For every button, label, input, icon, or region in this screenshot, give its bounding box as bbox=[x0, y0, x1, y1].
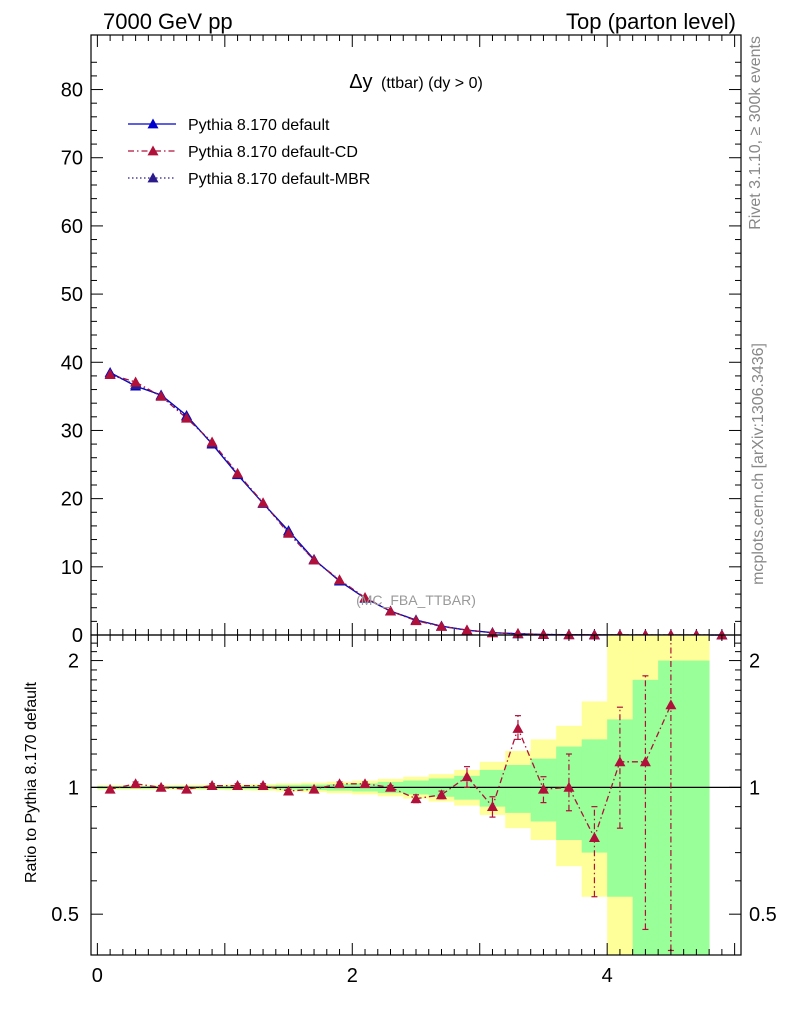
marker-series-2 bbox=[410, 615, 422, 626]
marker-series-2 bbox=[461, 624, 473, 635]
ratio-y-tick-label-right: 0.5 bbox=[749, 904, 777, 926]
y-tick-label: 10 bbox=[61, 557, 83, 579]
marker-series-2 bbox=[283, 527, 295, 538]
ratio-marker-cd bbox=[283, 785, 295, 796]
ratio-marker-cd bbox=[410, 793, 422, 804]
ratio-marker-cd bbox=[435, 789, 447, 800]
y-tick-label: 70 bbox=[61, 148, 83, 170]
ratio-line-cd bbox=[109, 704, 672, 840]
ratio-y-tick-label: 2 bbox=[68, 651, 79, 673]
ratio-x-tick-label: 0 bbox=[92, 965, 103, 987]
ratio-ylabel: Ratio to Pythia 8.170 default bbox=[23, 681, 40, 883]
legend-marker bbox=[147, 172, 159, 183]
ratio-ticks: 0.5 0.5 1 1 2 2 0 2 4 bbox=[51, 634, 777, 987]
y-tick-label: 20 bbox=[61, 489, 83, 511]
y-tick-label: 40 bbox=[61, 352, 83, 374]
header-right: Top (parton level) bbox=[566, 9, 736, 34]
legend-marker bbox=[147, 118, 159, 129]
main-ticks: 0 10 20 30 40 50 60 70 80 bbox=[61, 35, 741, 647]
ratio-y-tick-label-right: 1 bbox=[749, 777, 760, 799]
marker-series-2 bbox=[232, 467, 244, 478]
y-tick-label: 30 bbox=[61, 420, 83, 442]
marker-series-2 bbox=[359, 592, 371, 602]
ratio-marker-cd bbox=[206, 780, 218, 790]
ratio-panel: 0.5 0.5 1 1 2 2 0 2 4 Ratio to Pythia 8.170 defa… bbox=[23, 634, 777, 987]
marker-series-2 bbox=[385, 605, 397, 616]
marker-series-2 bbox=[155, 390, 167, 401]
ratio-marker-cd bbox=[385, 781, 397, 792]
ratio-marker-cd bbox=[155, 781, 167, 792]
ratio-marker-cd bbox=[308, 783, 320, 794]
ratio-y-tick-label: 1 bbox=[68, 777, 79, 799]
ratio-marker-cd bbox=[563, 781, 575, 792]
ratio-marker-cd bbox=[639, 756, 651, 767]
ratio-marker-cd bbox=[130, 778, 142, 789]
side-mcplots: mcplots.cern.ch [arXiv:1306.3436] bbox=[750, 343, 767, 585]
marker-series-2 bbox=[130, 376, 142, 387]
band-inner bbox=[505, 765, 532, 813]
header-left: 7000 GeV pp bbox=[103, 9, 233, 34]
marker-series-2 bbox=[588, 629, 600, 640]
legend-label: Pythia 8.170 default-CD bbox=[188, 144, 358, 161]
ratio-marker-cd bbox=[665, 699, 677, 710]
ratio-x-tick-label: 2 bbox=[347, 965, 358, 987]
legend-marker bbox=[147, 145, 159, 156]
watermark: (MC_FBA_TTBAR) bbox=[356, 592, 476, 608]
ratio-marker-cd bbox=[614, 756, 626, 767]
y-tick-label: 0 bbox=[72, 625, 83, 647]
marker-series-2 bbox=[537, 628, 549, 639]
ratio-lines bbox=[91, 634, 741, 952]
legend: Pythia 8.170 default Pythia 8.170 default… bbox=[128, 117, 370, 188]
marker-series-2 bbox=[206, 436, 218, 447]
ratio-marker-cd bbox=[232, 780, 244, 790]
main-title: Δy (ttbar) (dy > 0) bbox=[349, 71, 483, 93]
marker-series-2 bbox=[334, 574, 346, 585]
main-title-symbol: Δy bbox=[349, 71, 372, 93]
y-tick-label: 60 bbox=[61, 216, 83, 238]
ratio-marker-cd bbox=[537, 783, 549, 794]
ratio-marker-cd bbox=[588, 832, 600, 842]
band-inner bbox=[683, 660, 710, 955]
main-panel: 0 10 20 30 40 50 60 70 80 Δy (ttbar) (dy > 0) (M… bbox=[61, 34, 742, 647]
legend-label: Pythia 8.170 default-MBR bbox=[188, 171, 370, 188]
ratio-y-tick-label: 0.5 bbox=[51, 904, 79, 926]
ratio-marker-cd bbox=[486, 801, 498, 812]
marker-series-2 bbox=[435, 620, 447, 631]
ratio-marker-cd bbox=[461, 771, 473, 782]
ratio-marker-cd bbox=[334, 778, 346, 789]
marker-series-2 bbox=[104, 369, 116, 379]
ratio-x-tick-label: 4 bbox=[602, 965, 613, 987]
marker-series-2 bbox=[181, 412, 193, 423]
y-tick-label: 50 bbox=[61, 284, 83, 306]
marker-series-2 bbox=[257, 497, 269, 508]
ratio-bands bbox=[97, 635, 710, 955]
side-rivet: Rivet 3.1.10, ≥ 300k events bbox=[747, 36, 764, 230]
marker-series-2 bbox=[563, 629, 575, 640]
main-title-rest: (ttbar) (dy > 0) bbox=[381, 75, 483, 92]
ratio-marker-cd bbox=[257, 780, 269, 790]
ratio-y-tick-label-right: 2 bbox=[749, 651, 760, 673]
legend-label: Pythia 8.170 default bbox=[188, 117, 330, 134]
ratio-marker-cd bbox=[512, 722, 524, 733]
ratio-marker-cd bbox=[359, 778, 371, 789]
ratio-marker-cd bbox=[181, 783, 193, 794]
marker-series-2 bbox=[308, 554, 320, 565]
ratio-marker-cd bbox=[104, 783, 116, 794]
y-tick-label: 80 bbox=[61, 80, 83, 102]
band-inner bbox=[607, 719, 634, 897]
